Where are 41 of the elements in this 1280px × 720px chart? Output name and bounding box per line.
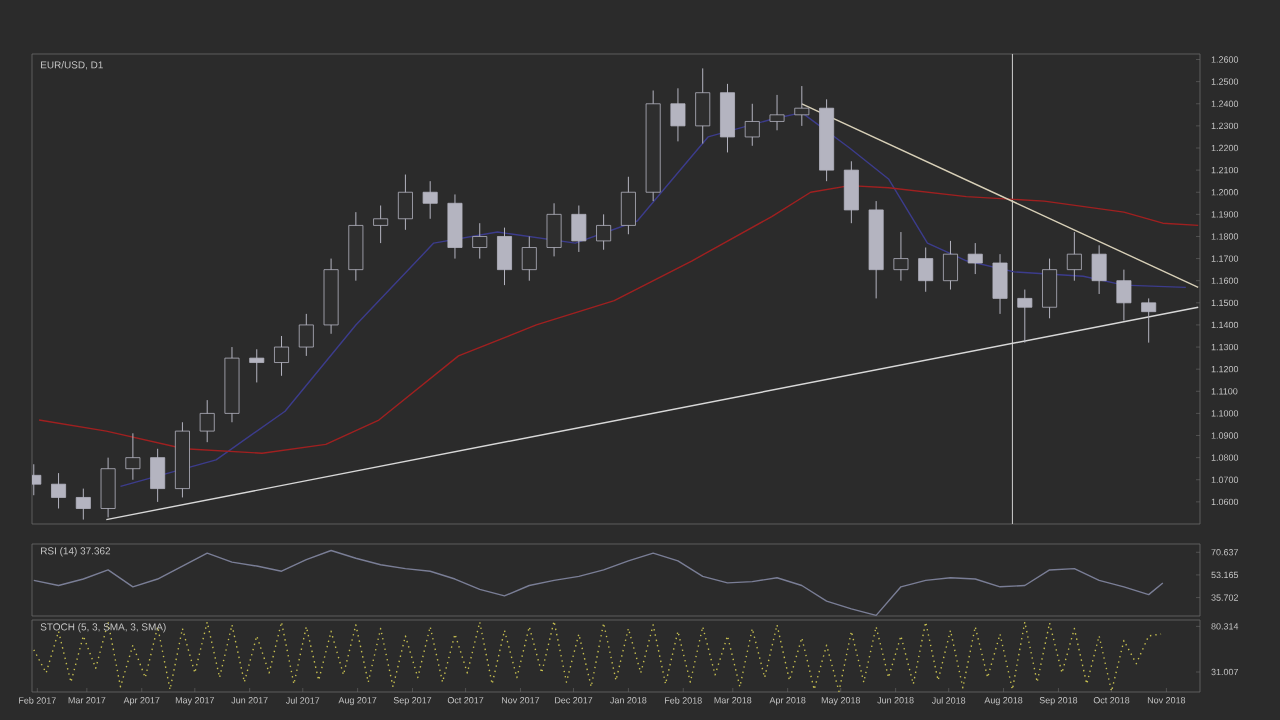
candlestick [794,85,810,127]
candlestick [843,160,859,224]
candlestick [497,227,512,286]
line-series [33,549,1164,616]
candlestick [521,235,537,282]
candlestick [1116,269,1132,322]
candlestick [918,247,934,293]
candlestick [1042,258,1058,319]
candlestick [620,176,636,235]
candlestick [744,103,760,147]
candlestick [125,432,141,481]
candlestick [274,335,289,377]
candlestick [373,205,389,244]
candlestick [967,242,983,275]
candlestick [447,193,463,260]
candlestick [596,213,612,251]
candlestick [670,87,686,142]
candlestick [942,240,958,291]
candlestick [51,472,67,510]
candlestick [546,202,562,257]
candlestick [1091,244,1107,295]
candlestick [992,253,1008,315]
candlestick [893,231,909,282]
candlestick [75,488,91,521]
candlestick [199,399,215,443]
candlestick [397,174,413,231]
candlestick [1017,289,1033,344]
candlestick [249,348,265,383]
candlestick [298,313,314,357]
line-series [33,620,1162,692]
candlestick [348,211,364,282]
candlestick [1066,231,1082,282]
candlestick [571,205,587,253]
candlestick [720,83,735,153]
candlestick [695,67,711,145]
candlestick [422,180,438,220]
candlestick [150,448,166,503]
candlestick [100,457,116,518]
candlestick [472,222,488,260]
candlestick [1141,297,1157,344]
candlestick [769,94,785,131]
